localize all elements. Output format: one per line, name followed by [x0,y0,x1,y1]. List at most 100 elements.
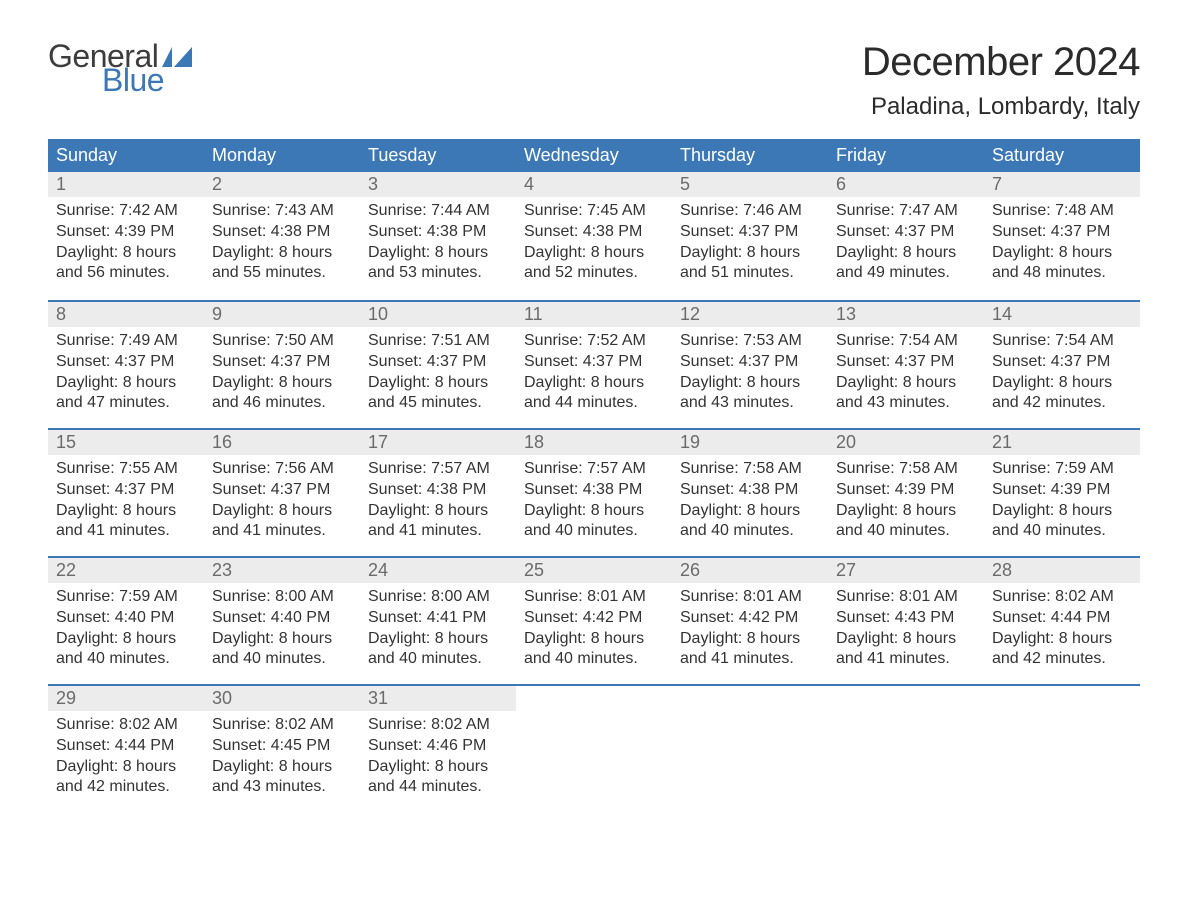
daylight-line-1: Daylight: 8 hours [836,501,976,522]
day-number: 24 [360,558,516,583]
day-number: 17 [360,430,516,455]
week-row: 22Sunrise: 7:59 AMSunset: 4:40 PMDayligh… [48,556,1140,684]
day-cell: 17Sunrise: 7:57 AMSunset: 4:38 PMDayligh… [360,430,516,556]
daylight-line-2: and 53 minutes. [368,263,508,284]
sunset-line: Sunset: 4:37 PM [992,352,1132,373]
daylight-line-1: Daylight: 8 hours [680,629,820,650]
dow-sunday: Sunday [48,139,204,172]
daylight-line-2: and 43 minutes. [680,393,820,414]
day-number: 13 [828,302,984,327]
day-cell: 13Sunrise: 7:54 AMSunset: 4:37 PMDayligh… [828,302,984,428]
sunset-line: Sunset: 4:37 PM [524,352,664,373]
daylight-line-1: Daylight: 8 hours [56,501,196,522]
sunrise-line: Sunrise: 7:52 AM [524,331,664,352]
sunset-line: Sunset: 4:44 PM [56,736,196,757]
day-cell: 19Sunrise: 7:58 AMSunset: 4:38 PMDayligh… [672,430,828,556]
sunrise-line: Sunrise: 7:58 AM [836,459,976,480]
day-cell: 15Sunrise: 7:55 AMSunset: 4:37 PMDayligh… [48,430,204,556]
day-cell: 11Sunrise: 7:52 AMSunset: 4:37 PMDayligh… [516,302,672,428]
day-number: 4 [516,172,672,197]
daylight-line-2: and 42 minutes. [56,777,196,798]
sunset-line: Sunset: 4:38 PM [524,480,664,501]
sunset-line: Sunset: 4:37 PM [56,352,196,373]
daylight-line-1: Daylight: 8 hours [212,501,352,522]
day-cell: 25Sunrise: 8:01 AMSunset: 4:42 PMDayligh… [516,558,672,684]
sunrise-line: Sunrise: 8:01 AM [680,587,820,608]
day-number: 30 [204,686,360,711]
daylight-line-1: Daylight: 8 hours [992,373,1132,394]
day-cell: 2Sunrise: 7:43 AMSunset: 4:38 PMDaylight… [204,172,360,300]
sunrise-line: Sunrise: 7:48 AM [992,201,1132,222]
daylight-line-1: Daylight: 8 hours [524,243,664,264]
daylight-line-1: Daylight: 8 hours [680,373,820,394]
day-number: 31 [360,686,516,711]
sunset-line: Sunset: 4:37 PM [836,352,976,373]
day-cell: 30Sunrise: 8:02 AMSunset: 4:45 PMDayligh… [204,686,360,812]
day-cell: 5Sunrise: 7:46 AMSunset: 4:37 PMDaylight… [672,172,828,300]
sunset-line: Sunset: 4:46 PM [368,736,508,757]
day-number: 1 [48,172,204,197]
day-cell: 27Sunrise: 8:01 AMSunset: 4:43 PMDayligh… [828,558,984,684]
day-number: 16 [204,430,360,455]
daylight-line-2: and 40 minutes. [680,521,820,542]
sunset-line: Sunset: 4:39 PM [836,480,976,501]
sunset-line: Sunset: 4:37 PM [680,222,820,243]
sunrise-line: Sunrise: 7:51 AM [368,331,508,352]
day-number: 3 [360,172,516,197]
sunset-line: Sunset: 4:39 PM [992,480,1132,501]
daylight-line-1: Daylight: 8 hours [992,243,1132,264]
sunset-line: Sunset: 4:42 PM [680,608,820,629]
sunrise-line: Sunrise: 7:42 AM [56,201,196,222]
day-cell: 16Sunrise: 7:56 AMSunset: 4:37 PMDayligh… [204,430,360,556]
daylight-line-2: and 41 minutes. [680,649,820,670]
sunrise-line: Sunrise: 8:01 AM [524,587,664,608]
day-number: 12 [672,302,828,327]
daylight-line-2: and 44 minutes. [524,393,664,414]
day-cell: 14Sunrise: 7:54 AMSunset: 4:37 PMDayligh… [984,302,1140,428]
daylight-line-1: Daylight: 8 hours [212,373,352,394]
daylight-line-1: Daylight: 8 hours [836,243,976,264]
day-number: 25 [516,558,672,583]
title-block: December 2024 Paladina, Lombardy, Italy [862,40,1140,121]
sunrise-line: Sunrise: 8:02 AM [56,715,196,736]
day-cell: 9Sunrise: 7:50 AMSunset: 4:37 PMDaylight… [204,302,360,428]
daylight-line-2: and 47 minutes. [56,393,196,414]
day-cell: 23Sunrise: 8:00 AMSunset: 4:40 PMDayligh… [204,558,360,684]
daylight-line-1: Daylight: 8 hours [524,629,664,650]
day-cell: 12Sunrise: 7:53 AMSunset: 4:37 PMDayligh… [672,302,828,428]
day-number: 5 [672,172,828,197]
daylight-line-1: Daylight: 8 hours [56,757,196,778]
sunrise-line: Sunrise: 8:02 AM [368,715,508,736]
daylight-line-2: and 40 minutes. [836,521,976,542]
daylight-line-2: and 42 minutes. [992,393,1132,414]
sunrise-line: Sunrise: 7:55 AM [56,459,196,480]
day-cell: 1Sunrise: 7:42 AMSunset: 4:39 PMDaylight… [48,172,204,300]
daylight-line-1: Daylight: 8 hours [212,757,352,778]
sunrise-line: Sunrise: 8:02 AM [212,715,352,736]
sunrise-line: Sunrise: 7:54 AM [992,331,1132,352]
day-cell: 29Sunrise: 8:02 AMSunset: 4:44 PMDayligh… [48,686,204,812]
day-cell: 22Sunrise: 7:59 AMSunset: 4:40 PMDayligh… [48,558,204,684]
day-number: 26 [672,558,828,583]
sunrise-line: Sunrise: 7:57 AM [368,459,508,480]
sunrise-line: Sunrise: 8:02 AM [992,587,1132,608]
daylight-line-2: and 56 minutes. [56,263,196,284]
sunrise-line: Sunrise: 7:54 AM [836,331,976,352]
day-cell: 21Sunrise: 7:59 AMSunset: 4:39 PMDayligh… [984,430,1140,556]
brand-word2: Blue [48,64,192,96]
week-row: 29Sunrise: 8:02 AMSunset: 4:44 PMDayligh… [48,684,1140,812]
dow-header: Sunday Monday Tuesday Wednesday Thursday… [48,139,1140,172]
day-cell [516,686,672,812]
day-cell: 3Sunrise: 7:44 AMSunset: 4:38 PMDaylight… [360,172,516,300]
sunset-line: Sunset: 4:37 PM [212,352,352,373]
daylight-line-1: Daylight: 8 hours [836,629,976,650]
sunset-line: Sunset: 4:43 PM [836,608,976,629]
day-number: 9 [204,302,360,327]
daylight-line-2: and 52 minutes. [524,263,664,284]
dow-thursday: Thursday [672,139,828,172]
daylight-line-2: and 40 minutes. [524,521,664,542]
sunrise-line: Sunrise: 7:44 AM [368,201,508,222]
sunrise-line: Sunrise: 7:58 AM [680,459,820,480]
day-number: 15 [48,430,204,455]
daylight-line-2: and 49 minutes. [836,263,976,284]
